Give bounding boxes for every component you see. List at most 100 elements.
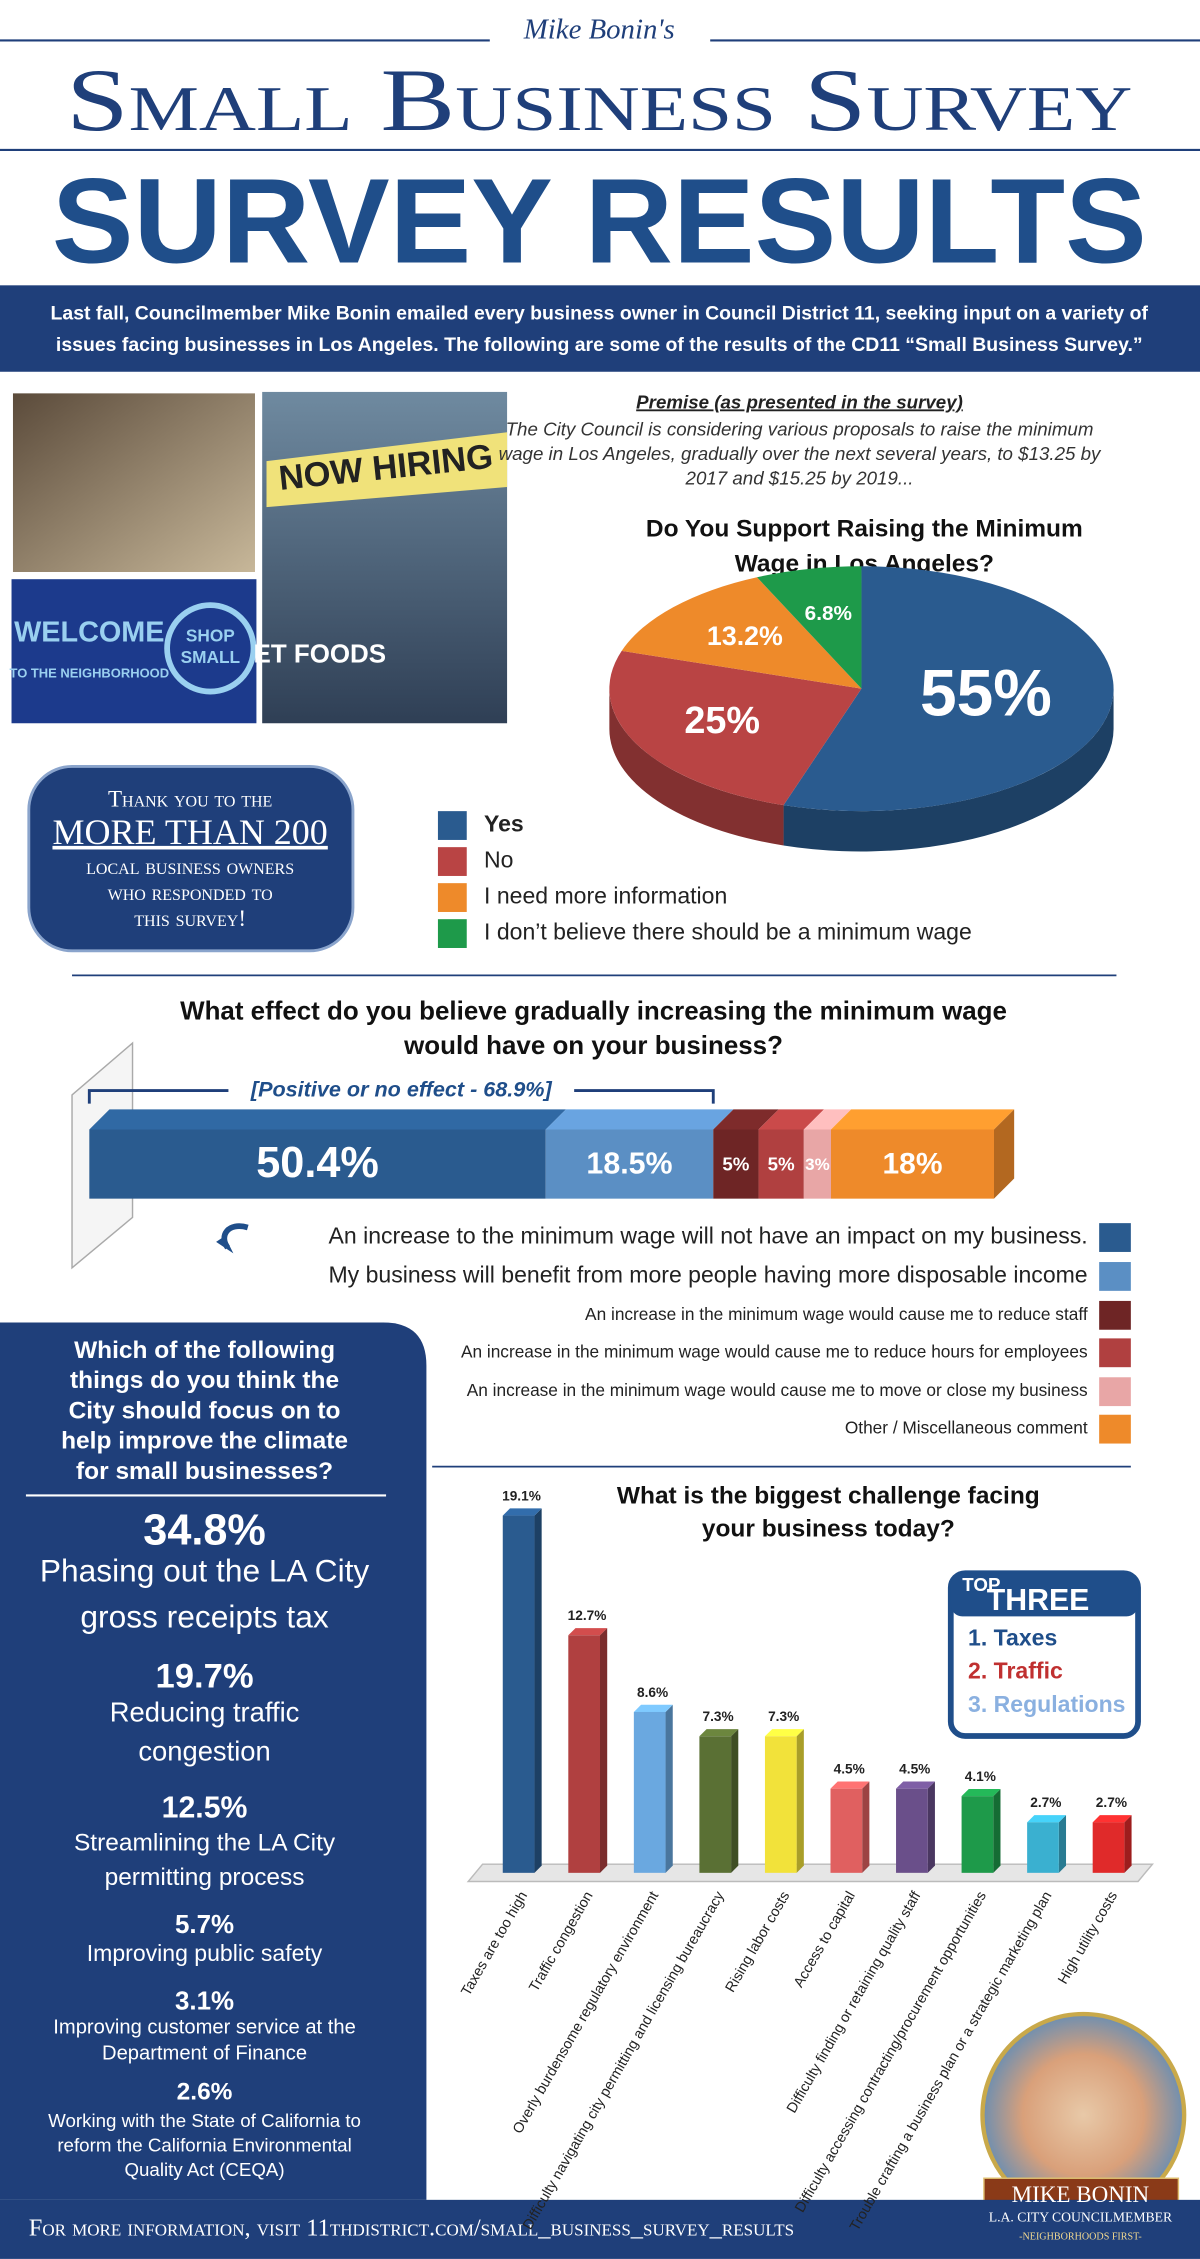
photo-sign: SMALL (181, 647, 241, 667)
bar-side (665, 1704, 673, 1873)
arrow-head (216, 1236, 234, 1254)
legend-swatch (1099, 1377, 1131, 1407)
focus-percent: 2.6% (177, 2079, 233, 2106)
focus-text: Improving public safety (87, 1940, 323, 1966)
bar-side (1124, 1815, 1132, 1873)
pie-label: 55% (920, 656, 1052, 730)
chart-title: What is the biggest challenge facing (617, 1482, 1040, 1509)
bar-label: 3% (805, 1155, 830, 1174)
thanks-text: MORE THAN 200 (52, 812, 327, 852)
byline: Mike Bonin's (523, 13, 675, 45)
bar-top (568, 1628, 608, 1636)
bar-label: 8.6% (637, 1685, 668, 1700)
callout-heading: THREE (987, 1584, 1090, 1617)
pie-slice (757, 566, 862, 689)
focus-text: reform the California Environmental (57, 2134, 351, 2155)
pie-side (609, 688, 784, 846)
badge-motto: -NEIGHBORHOODS FIRST- (1019, 2232, 1142, 2243)
bar-top (803, 1109, 852, 1130)
focus-percent: 12.5% (162, 1791, 248, 1824)
bar-top (758, 1109, 824, 1130)
focus-text: Phasing out the LA City (40, 1553, 370, 1589)
badge-name: MIKE BONIN (1012, 2181, 1150, 2207)
thanks-text: Thank you to the (108, 785, 272, 811)
bar-label: 7.3% (768, 1709, 799, 1724)
x-tick-label: Overly burdensome regulatory environment (510, 1889, 662, 2137)
bar-segment (713, 1129, 759, 1199)
x-tick-label: Access to capital (791, 1889, 859, 1991)
bar-top (961, 1788, 1001, 1797)
premise-heading: Premise (as presented in the survey) (636, 391, 963, 412)
focus-text: Working with the State of California to (48, 2110, 361, 2131)
legend-swatch (437, 883, 467, 912)
chart-title: What effect do you believe gradually inc… (180, 998, 1007, 1026)
focus-percent: 3.1% (175, 1987, 234, 2015)
focus-question: City should focus on to (69, 1397, 341, 1424)
bar-side (600, 1628, 608, 1873)
focus-question: for small businesses? (76, 1458, 333, 1485)
photo-sign: TO THE NEIGHBORHOOD (10, 666, 170, 681)
bar-side (534, 1508, 542, 1873)
photo-sign: ET FOODS (254, 640, 386, 668)
pie-label: 6.8% (805, 602, 852, 625)
callout-item: 3. Regulations (968, 1691, 1125, 1717)
bar-side (993, 1109, 1015, 1199)
premise-text: The City Council is considering various … (506, 419, 1094, 440)
focus-text: gross receipts tax (80, 1599, 328, 1635)
intro-text: Last fall, Councilmember Mike Bonin emai… (51, 302, 1149, 324)
bar-label: 7.3% (703, 1709, 734, 1724)
bar (502, 1515, 535, 1873)
bar-top (89, 1109, 566, 1130)
bracket-bg (228, 1077, 575, 1104)
badge-role: L.A. CITY COUNCILMEMBER (989, 2210, 1173, 2225)
callout-item: 2. Traffic (968, 1658, 1063, 1684)
bar-side (993, 1788, 1001, 1873)
bar-side (862, 1781, 870, 1873)
footer: For more information, visit 11thdistrict… (29, 2215, 794, 2242)
bar (699, 1736, 732, 1873)
photo-sign: SHOP (186, 625, 235, 645)
bar-label: 50.4% (256, 1139, 379, 1187)
legend-swatch (1099, 1262, 1131, 1291)
thanks-text: local business owners (86, 853, 294, 879)
bar-label: 2.7% (1030, 1795, 1061, 1810)
bar-segment (830, 1129, 994, 1199)
legend-label: Other / Miscellaneous comment (845, 1418, 1088, 1438)
focus-text: Quality Act (CEQA) (124, 2159, 284, 2180)
bar (568, 1635, 600, 1873)
callout-item: 1. Taxes (968, 1625, 1057, 1651)
pie-label: 13.2% (707, 621, 783, 651)
chart-title: Do You Support Raising the Minimum (646, 516, 1083, 543)
focus-question: help improve the climate (61, 1428, 348, 1455)
photo (10, 390, 258, 575)
focus-text: congestion (138, 1736, 270, 1767)
focus-text: Improving customer service at the (53, 2017, 355, 2039)
bar-label: 18.5% (586, 1147, 672, 1181)
bar-top (830, 1781, 870, 1789)
x-tick-label: Taxes are too high (458, 1889, 531, 1999)
bar-top (764, 1729, 804, 1737)
focus-text: Streamlining the LA City (74, 1829, 336, 1856)
bar-side (796, 1729, 804, 1873)
chart-title: your business today? (702, 1515, 955, 1542)
bar (1027, 1822, 1059, 1873)
bar-side (927, 1781, 935, 1873)
thanks-text: this survey! (134, 905, 246, 931)
intro-band (0, 285, 1200, 372)
subtitle: SURVEY RESULTS (52, 153, 1147, 289)
x-tick-label: Rising labor costs (723, 1889, 794, 1995)
focus-panel (0, 1322, 427, 2200)
bar-label: 12.7% (568, 1608, 607, 1623)
bar-top (830, 1109, 1015, 1130)
bar-top (633, 1704, 673, 1712)
top-three-header (950, 1573, 1139, 1617)
bar (830, 1788, 863, 1873)
bar-label: 4.5% (899, 1762, 930, 1777)
bar-label: 5% (722, 1153, 749, 1174)
pie-side (783, 688, 1114, 852)
focus-text: Reducing traffic (110, 1697, 300, 1728)
legend-label: My business will benefit from more peopl… (329, 1262, 1088, 1288)
legend-label: An increase in the minimum wage would ca… (467, 1380, 1088, 1400)
legend-label: An increase in the minimum wage would ca… (461, 1341, 1088, 1361)
